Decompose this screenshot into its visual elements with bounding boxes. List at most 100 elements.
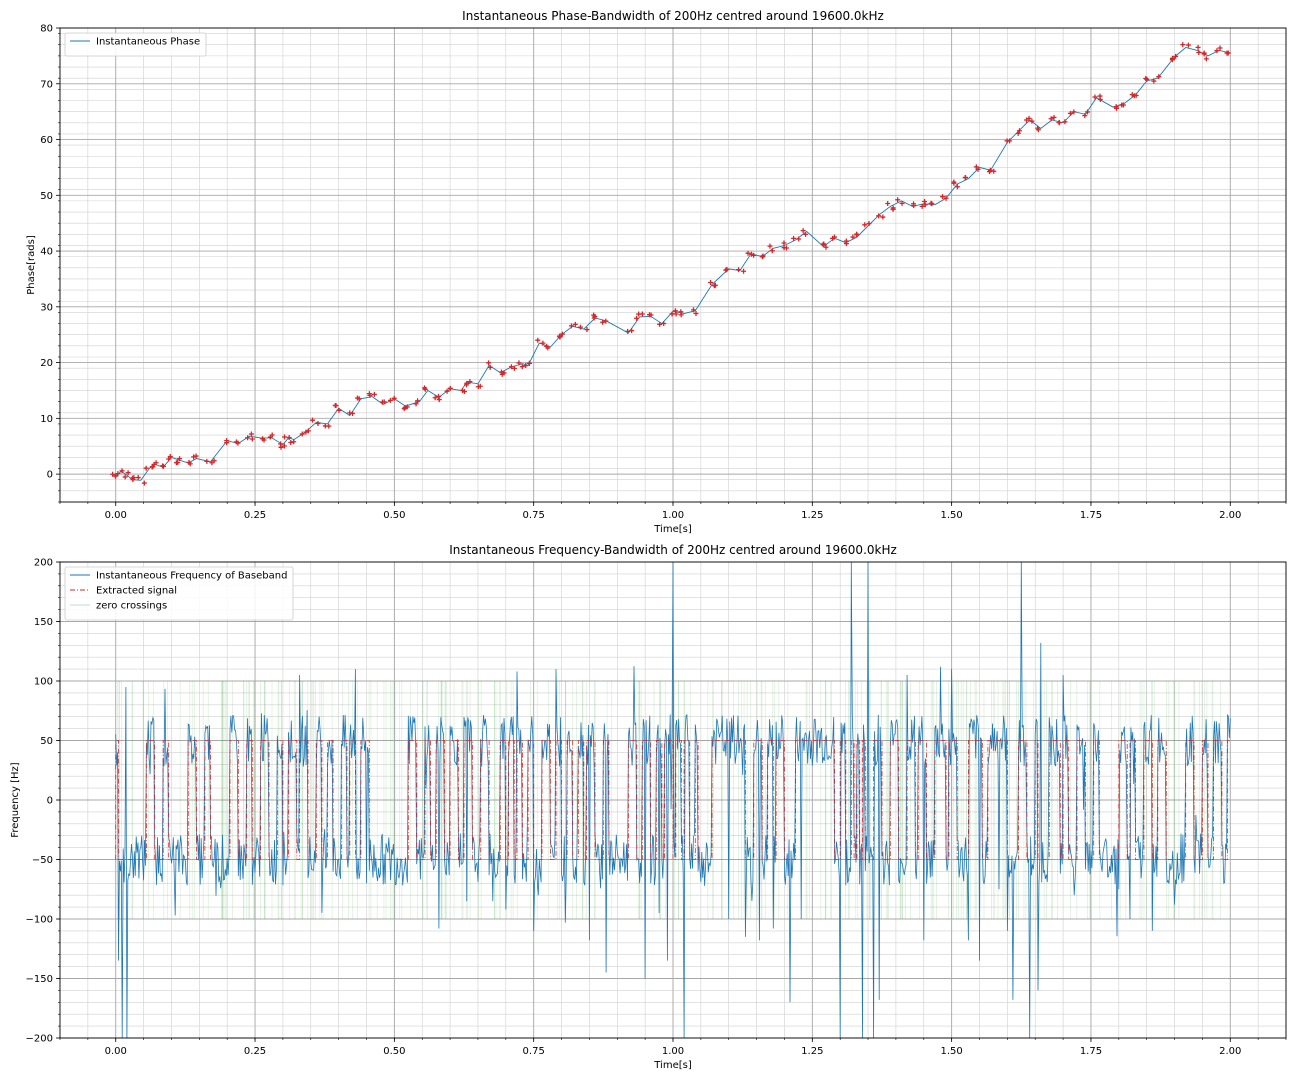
data-point-marker — [600, 319, 606, 325]
data-point-marker — [310, 417, 316, 423]
data-point-marker — [1224, 50, 1230, 56]
data-point-marker — [1015, 130, 1021, 136]
data-point-marker — [862, 222, 868, 228]
y-tick-label: 200 — [34, 558, 53, 569]
data-point-marker — [119, 468, 125, 474]
data-point-marker — [1092, 94, 1098, 100]
data-point-marker — [160, 463, 166, 469]
data-point-marker — [796, 236, 802, 242]
y-tick-label: 40 — [40, 247, 53, 258]
data-point-marker — [1156, 74, 1162, 80]
data-point-marker — [880, 214, 886, 220]
data-point-marker — [603, 318, 609, 324]
data-point-marker — [1026, 115, 1032, 121]
data-point-marker — [559, 331, 565, 337]
data-point-marker — [523, 363, 529, 369]
data-point-marker — [591, 312, 597, 318]
series-extracted-signal — [115, 740, 1231, 860]
x-tick-label: 0.00 — [105, 510, 127, 521]
data-point-marker — [678, 312, 684, 318]
data-point-marker — [895, 197, 901, 203]
data-point-marker — [843, 241, 849, 247]
data-point-marker — [1056, 120, 1062, 126]
data-point-marker — [1180, 42, 1186, 48]
y-axis-label: Phase[rads] — [26, 235, 37, 295]
data-point-marker — [305, 428, 311, 434]
data-point-marker — [885, 200, 891, 206]
data-point-marker — [629, 328, 635, 334]
y-tick-label: 70 — [40, 79, 53, 90]
x-tick-label: 1.25 — [801, 510, 823, 521]
data-point-marker — [130, 477, 136, 483]
data-point-marker — [940, 194, 946, 200]
y-tick-label: −200 — [26, 1034, 53, 1045]
data-point-marker — [745, 250, 751, 256]
data-point-marker — [282, 434, 288, 440]
data-point-marker — [404, 404, 410, 410]
data-point-marker — [876, 213, 882, 219]
data-point-marker — [135, 475, 141, 481]
data-point-marker — [1067, 110, 1073, 116]
data-point-marker — [224, 440, 230, 446]
data-point-marker — [661, 321, 667, 327]
data-point-marker — [110, 471, 116, 477]
data-point-marker — [204, 458, 210, 464]
y-axis-label: Frequency [Hz] — [10, 762, 21, 838]
chart-title: Instantaneous Frequency-Bandwidth of 200… — [449, 543, 897, 557]
data-point-marker — [336, 407, 342, 413]
data-point-marker — [535, 337, 541, 343]
data-point-marker — [1035, 125, 1041, 131]
data-point-marker — [487, 364, 493, 370]
data-point-marker — [315, 420, 321, 426]
legend: Instantaneous Frequency of Baseband Extra… — [64, 566, 294, 621]
data-point-marker — [322, 423, 328, 429]
data-point-marker — [769, 248, 775, 254]
data-point-marker — [962, 175, 968, 181]
data-point-marker — [436, 397, 442, 403]
data-point-marker — [467, 379, 473, 385]
data-point-marker — [911, 203, 917, 209]
data-point-marker — [187, 461, 193, 467]
data-point-marker — [1085, 109, 1091, 115]
x-tick-label: 2.00 — [1219, 1046, 1241, 1057]
x-tick-label: 0.50 — [383, 1046, 405, 1057]
data-point-marker — [736, 267, 742, 273]
data-point-marker — [899, 200, 905, 206]
y-tick-label: −150 — [26, 974, 53, 985]
data-point-marker — [823, 244, 829, 250]
data-point-marker — [391, 395, 397, 401]
data-point-marker — [634, 315, 640, 321]
data-point-marker — [299, 431, 305, 437]
data-point-marker — [166, 456, 172, 462]
data-point-marker — [1062, 119, 1068, 125]
data-point-marker — [890, 205, 896, 211]
data-point-marker — [723, 267, 729, 273]
x-axis-label: Time[s] — [653, 1060, 692, 1071]
data-point-marker — [527, 360, 533, 366]
legend-box — [64, 32, 207, 57]
data-point-marker — [413, 401, 419, 407]
data-point-marker — [800, 228, 806, 234]
y-tick-label: 0 — [47, 796, 53, 807]
data-point-marker — [422, 386, 428, 392]
y-tick-label: −100 — [26, 915, 53, 926]
data-point-marker — [691, 307, 696, 313]
data-point-marker — [568, 323, 574, 329]
data-point-marker — [922, 199, 928, 205]
y-tick-label: 50 — [40, 191, 53, 202]
x-tick-label: 1.50 — [941, 510, 963, 521]
data-point-marker — [461, 389, 467, 395]
data-point-marker — [803, 231, 809, 237]
data-point-marker — [1217, 45, 1223, 51]
y-tick-label: 20 — [40, 358, 53, 369]
x-tick-label: 0.25 — [244, 1046, 266, 1057]
data-point-marker — [516, 360, 522, 366]
legend-box — [64, 566, 294, 621]
data-point-marker — [245, 435, 251, 441]
data-point-marker — [759, 254, 765, 260]
data-point-marker — [1119, 102, 1125, 108]
data-point-marker — [1196, 50, 1202, 56]
data-point-marker — [760, 253, 766, 259]
data-point-marker — [625, 328, 631, 334]
